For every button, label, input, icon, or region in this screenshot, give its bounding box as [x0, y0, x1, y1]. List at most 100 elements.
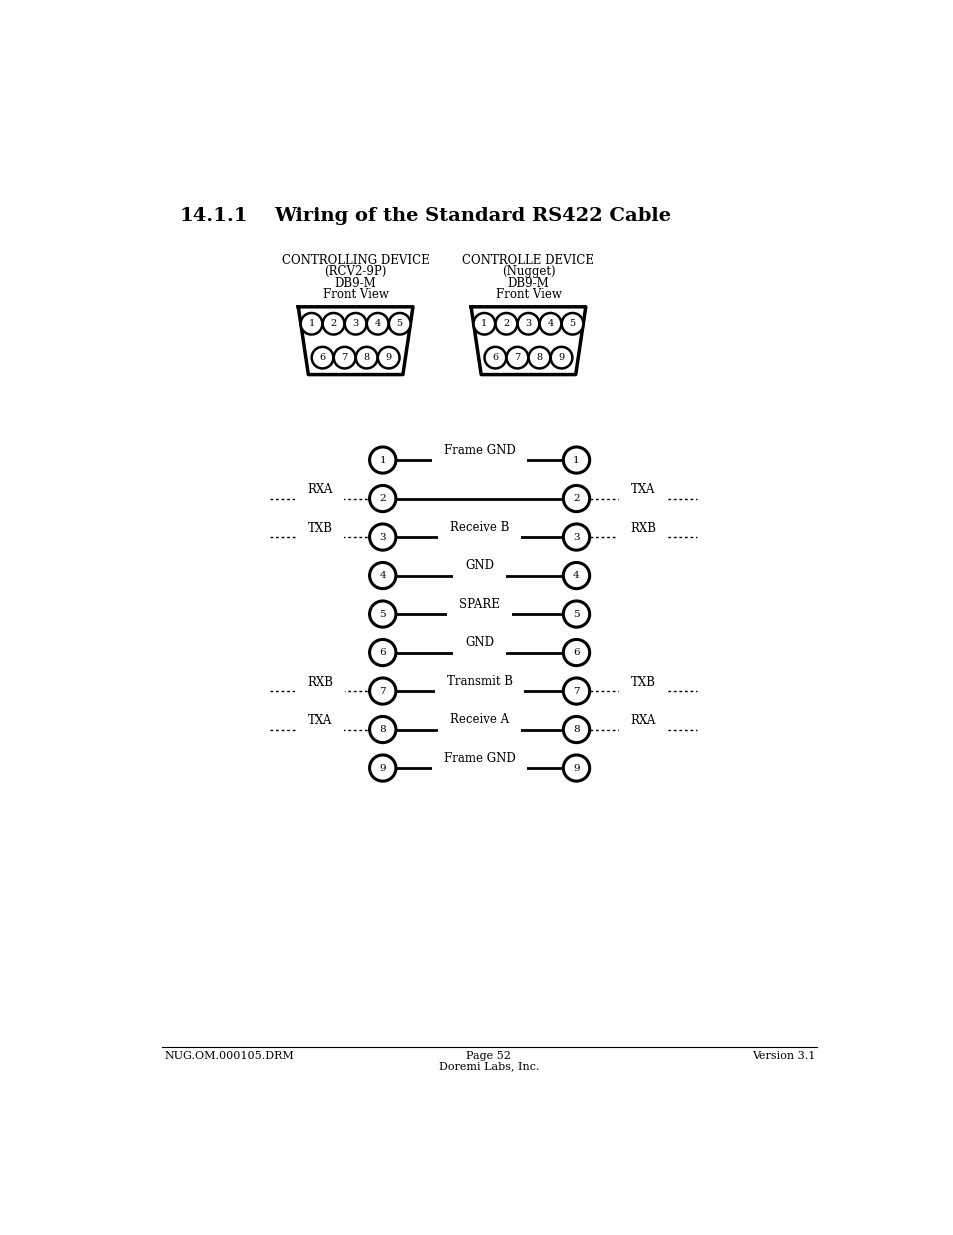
Text: 9: 9: [558, 353, 564, 362]
Circle shape: [484, 347, 506, 368]
Text: 5: 5: [573, 610, 579, 619]
Circle shape: [369, 755, 395, 782]
Circle shape: [562, 716, 589, 742]
Text: Wiring of the Standard RS422 Cable: Wiring of the Standard RS422 Cable: [274, 207, 671, 226]
Text: 7: 7: [379, 687, 386, 695]
Circle shape: [517, 312, 538, 335]
Circle shape: [389, 312, 410, 335]
Text: 4: 4: [379, 571, 386, 580]
Text: 2: 2: [330, 320, 336, 329]
Text: 6: 6: [573, 648, 579, 657]
Text: 6: 6: [379, 648, 386, 657]
Text: RXA: RXA: [307, 483, 333, 496]
Text: 1: 1: [573, 456, 579, 464]
Text: 5: 5: [396, 320, 402, 329]
Text: Front View: Front View: [495, 288, 560, 301]
Text: 8: 8: [379, 725, 386, 734]
Text: Frame GND: Frame GND: [443, 443, 515, 457]
Circle shape: [344, 312, 366, 335]
Circle shape: [561, 312, 583, 335]
Text: CONTROLLING DEVICE: CONTROLLING DEVICE: [281, 253, 429, 267]
Text: 9: 9: [573, 763, 579, 773]
Circle shape: [562, 640, 589, 666]
Circle shape: [528, 347, 550, 368]
Text: (RCV2-9P): (RCV2-9P): [324, 266, 386, 278]
Circle shape: [562, 755, 589, 782]
Text: TXB: TXB: [307, 521, 333, 535]
Text: 7: 7: [514, 353, 520, 362]
Text: Version 3.1: Version 3.1: [751, 1051, 815, 1061]
Text: 9: 9: [379, 763, 386, 773]
Circle shape: [369, 678, 395, 704]
Text: Page 52: Page 52: [466, 1051, 511, 1061]
Text: DB9-M: DB9-M: [335, 277, 376, 290]
Text: 8: 8: [536, 353, 542, 362]
Text: 7: 7: [573, 687, 579, 695]
Text: RXB: RXB: [307, 676, 333, 689]
Text: 5: 5: [379, 610, 386, 619]
Circle shape: [300, 312, 322, 335]
Text: CONTROLLE DEVICE: CONTROLLE DEVICE: [462, 253, 594, 267]
Text: 2: 2: [573, 494, 579, 503]
Circle shape: [367, 312, 388, 335]
Circle shape: [322, 312, 344, 335]
Text: NUG.OM.000105.DRM: NUG.OM.000105.DRM: [164, 1051, 294, 1061]
Text: GND: GND: [465, 559, 494, 573]
Text: 9: 9: [385, 353, 392, 362]
Circle shape: [473, 312, 495, 335]
Circle shape: [562, 562, 589, 589]
Circle shape: [369, 640, 395, 666]
Circle shape: [562, 447, 589, 473]
Text: 3: 3: [525, 320, 531, 329]
Circle shape: [495, 312, 517, 335]
Circle shape: [334, 347, 355, 368]
Text: 4: 4: [573, 571, 579, 580]
Text: 3: 3: [352, 320, 358, 329]
Text: RXB: RXB: [630, 521, 656, 535]
Text: TXA: TXA: [630, 483, 655, 496]
Text: TXA: TXA: [308, 714, 332, 727]
Text: 1: 1: [379, 456, 386, 464]
Text: 4: 4: [375, 320, 380, 329]
Text: TXB: TXB: [630, 676, 655, 689]
Circle shape: [369, 447, 395, 473]
Circle shape: [550, 347, 572, 368]
Polygon shape: [298, 306, 413, 374]
Text: SPARE: SPARE: [458, 598, 499, 611]
Circle shape: [562, 485, 589, 511]
Circle shape: [369, 524, 395, 550]
Text: (Nugget): (Nugget): [501, 266, 555, 278]
Text: 8: 8: [573, 725, 579, 734]
Text: Frame GND: Frame GND: [443, 752, 515, 764]
Text: 7: 7: [341, 353, 347, 362]
Text: 1: 1: [480, 320, 487, 329]
Text: 5: 5: [569, 320, 575, 329]
Text: GND: GND: [465, 636, 494, 650]
Circle shape: [369, 716, 395, 742]
Circle shape: [562, 601, 589, 627]
Text: 8: 8: [363, 353, 370, 362]
Circle shape: [355, 347, 377, 368]
Circle shape: [369, 562, 395, 589]
Circle shape: [369, 485, 395, 511]
Circle shape: [562, 524, 589, 550]
Text: DB9-M: DB9-M: [507, 277, 549, 290]
Text: Front View: Front View: [322, 288, 388, 301]
Text: 3: 3: [573, 532, 579, 542]
Text: 6: 6: [492, 353, 497, 362]
Circle shape: [506, 347, 528, 368]
Text: 2: 2: [503, 320, 509, 329]
Text: 3: 3: [379, 532, 386, 542]
Circle shape: [562, 678, 589, 704]
Text: 2: 2: [379, 494, 386, 503]
Text: Receive A: Receive A: [450, 714, 509, 726]
Text: RXA: RXA: [630, 714, 655, 727]
Text: 14.1.1: 14.1.1: [179, 207, 248, 226]
Text: Receive B: Receive B: [450, 521, 509, 534]
Circle shape: [369, 601, 395, 627]
Polygon shape: [471, 306, 585, 374]
Text: Doremi Labs, Inc.: Doremi Labs, Inc.: [438, 1061, 538, 1072]
Text: 1: 1: [308, 320, 314, 329]
Text: Transmit B: Transmit B: [446, 676, 512, 688]
Circle shape: [539, 312, 560, 335]
